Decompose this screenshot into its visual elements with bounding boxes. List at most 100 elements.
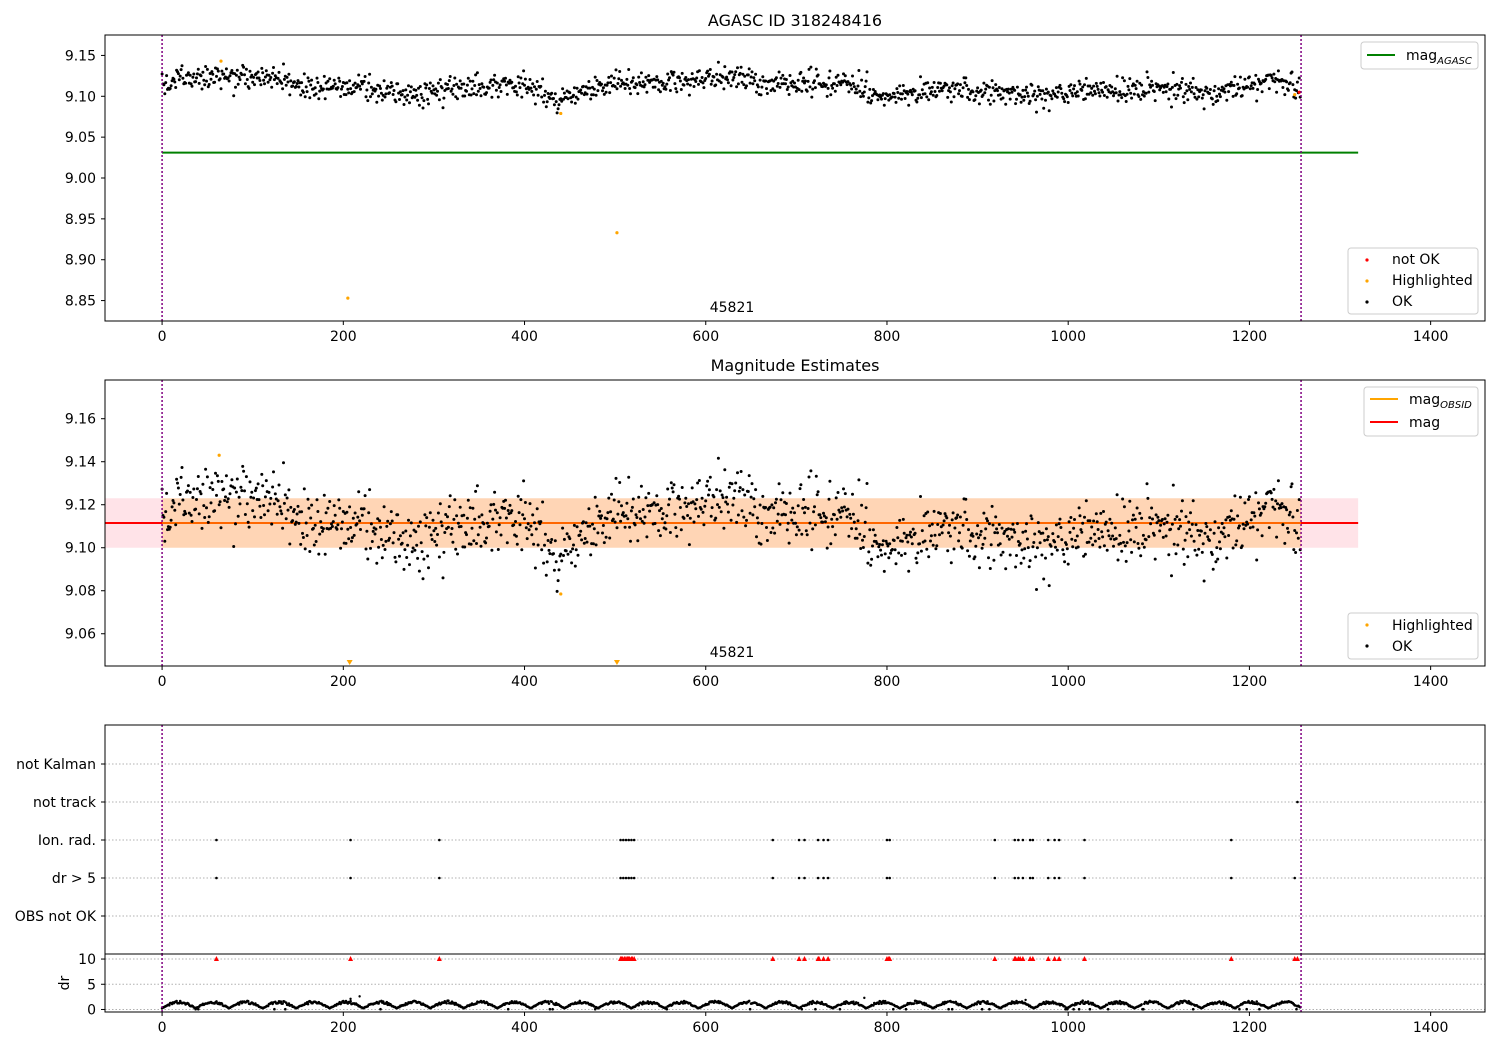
top-ok-point: [482, 85, 486, 89]
mid-ok-point: [351, 516, 355, 520]
mid-ok-point: [685, 505, 689, 508]
mid-ok-point: [741, 488, 745, 492]
top-ok-point: [516, 75, 520, 79]
mid-ok-point: [701, 510, 705, 514]
mid-ok-point: [819, 516, 823, 520]
top-ok-point: [1193, 95, 1197, 99]
top-ok-point: [349, 87, 353, 91]
top-ok-point: [702, 86, 706, 90]
dr-point: [381, 1000, 385, 1003]
mid-ok-point: [409, 521, 413, 525]
top-ok-point: [786, 85, 790, 89]
top-ok-point: [868, 87, 872, 91]
mid-ok-point: [465, 533, 468, 537]
mid-ok-point: [903, 552, 907, 556]
mid-ok-point: [477, 515, 481, 519]
mid-ok-point: [885, 542, 889, 546]
top-ok-point: [1184, 82, 1188, 86]
mid-ok-point: [1033, 532, 1037, 536]
mid-ok-point: [266, 509, 270, 513]
top-ok-point: [1236, 82, 1240, 86]
mid-ok-point: [345, 510, 349, 514]
mid-ok-point: [472, 539, 476, 543]
mid-ok-point: [1014, 565, 1018, 569]
top-ok-point: [688, 83, 692, 87]
top-ok-point: [645, 90, 649, 94]
top-ok-point: [1054, 86, 1058, 90]
top-ok-point: [533, 102, 537, 106]
mid-ok-point: [373, 532, 377, 536]
mid-ok-point: [671, 490, 675, 494]
mid-ok-point: [436, 533, 439, 536]
mid-ok-point: [977, 566, 981, 570]
mid-ok-point: [433, 540, 437, 543]
mid-ok-point: [292, 508, 296, 511]
mid-ok-point: [1030, 517, 1034, 521]
mid-ok-point: [810, 548, 814, 552]
flag-category-label: Ion. rad.: [38, 833, 96, 849]
top-ok-point: [990, 79, 994, 83]
mid-ok-point: [1146, 496, 1150, 500]
top-ok-point: [596, 89, 600, 93]
mid-ok-point: [643, 515, 647, 519]
mid-ok-point: [737, 489, 741, 493]
mid-ok-point: [1100, 530, 1104, 534]
mid-ok-point: [235, 477, 239, 481]
mid-ok-point: [201, 482, 205, 486]
top-ok-point: [1254, 73, 1258, 77]
mid-ok-point: [706, 479, 710, 483]
top-ok-point: [323, 97, 327, 101]
mid-ok-point: [332, 504, 336, 508]
flag-point: [993, 876, 997, 880]
mid-ok-point: [608, 536, 612, 540]
top-ok-point: [1201, 93, 1205, 97]
mid-ok-point: [555, 589, 559, 593]
top-ok-point: [1200, 96, 1204, 100]
mid-ok-point: [287, 488, 291, 492]
mid-ok-point: [1237, 524, 1241, 528]
agasc-magnitude-panel: AGASC ID 318248416 0 200 400 600 800 1000 1200…: [65, 11, 1486, 345]
top-ok-point: [833, 89, 837, 93]
top-ok-point: [553, 92, 557, 96]
mid-ok-point: [615, 526, 619, 530]
dr-point: [1142, 1007, 1145, 1011]
mid-ok-point: [1064, 543, 1068, 546]
mid-ok-point: [708, 475, 712, 479]
mid-ok-point: [774, 497, 778, 501]
top-ok-point: [862, 90, 866, 94]
mid-ok-point: [341, 510, 345, 513]
top-ok-point: [1183, 91, 1187, 95]
mid-ok-point: [316, 510, 320, 513]
mid-ok-point: [358, 519, 362, 523]
mid-ok-point: [726, 510, 730, 514]
top-ok-point: [725, 75, 729, 79]
dr-point: [548, 1007, 552, 1011]
mid-ok-point: [303, 547, 307, 551]
mid-ok-point: [181, 498, 185, 502]
flag-point: [215, 876, 218, 880]
mid-ok-point: [803, 511, 806, 515]
mid-ok-point: [1088, 519, 1092, 523]
top-ok-point: [165, 74, 169, 78]
top-ok-point: [1246, 85, 1250, 89]
mid-ok-point: [1024, 529, 1028, 533]
mid-ok-point: [186, 489, 189, 493]
top-ok-point: [1098, 94, 1102, 98]
dr-point: [1105, 1003, 1109, 1007]
top-ok-point: [1151, 83, 1154, 87]
mid-ok-point: [420, 550, 424, 554]
mid-ok-point: [1116, 558, 1120, 562]
mid-ok-point: [240, 489, 244, 493]
mid-ytick-label: 9.06: [65, 627, 96, 643]
mid-ok-point: [314, 540, 318, 543]
top-ok-point: [427, 87, 431, 90]
top-ok-point: [773, 89, 777, 93]
top-ok-point: [1020, 95, 1024, 99]
top-ok-point: [518, 86, 522, 90]
dr-point: [852, 1000, 855, 1003]
mid-ok-point: [799, 483, 803, 487]
mid-ok-point: [1272, 487, 1276, 491]
top-ok-point: [409, 85, 413, 89]
mid-ok-point: [582, 541, 586, 545]
top-ok-point: [813, 86, 817, 90]
